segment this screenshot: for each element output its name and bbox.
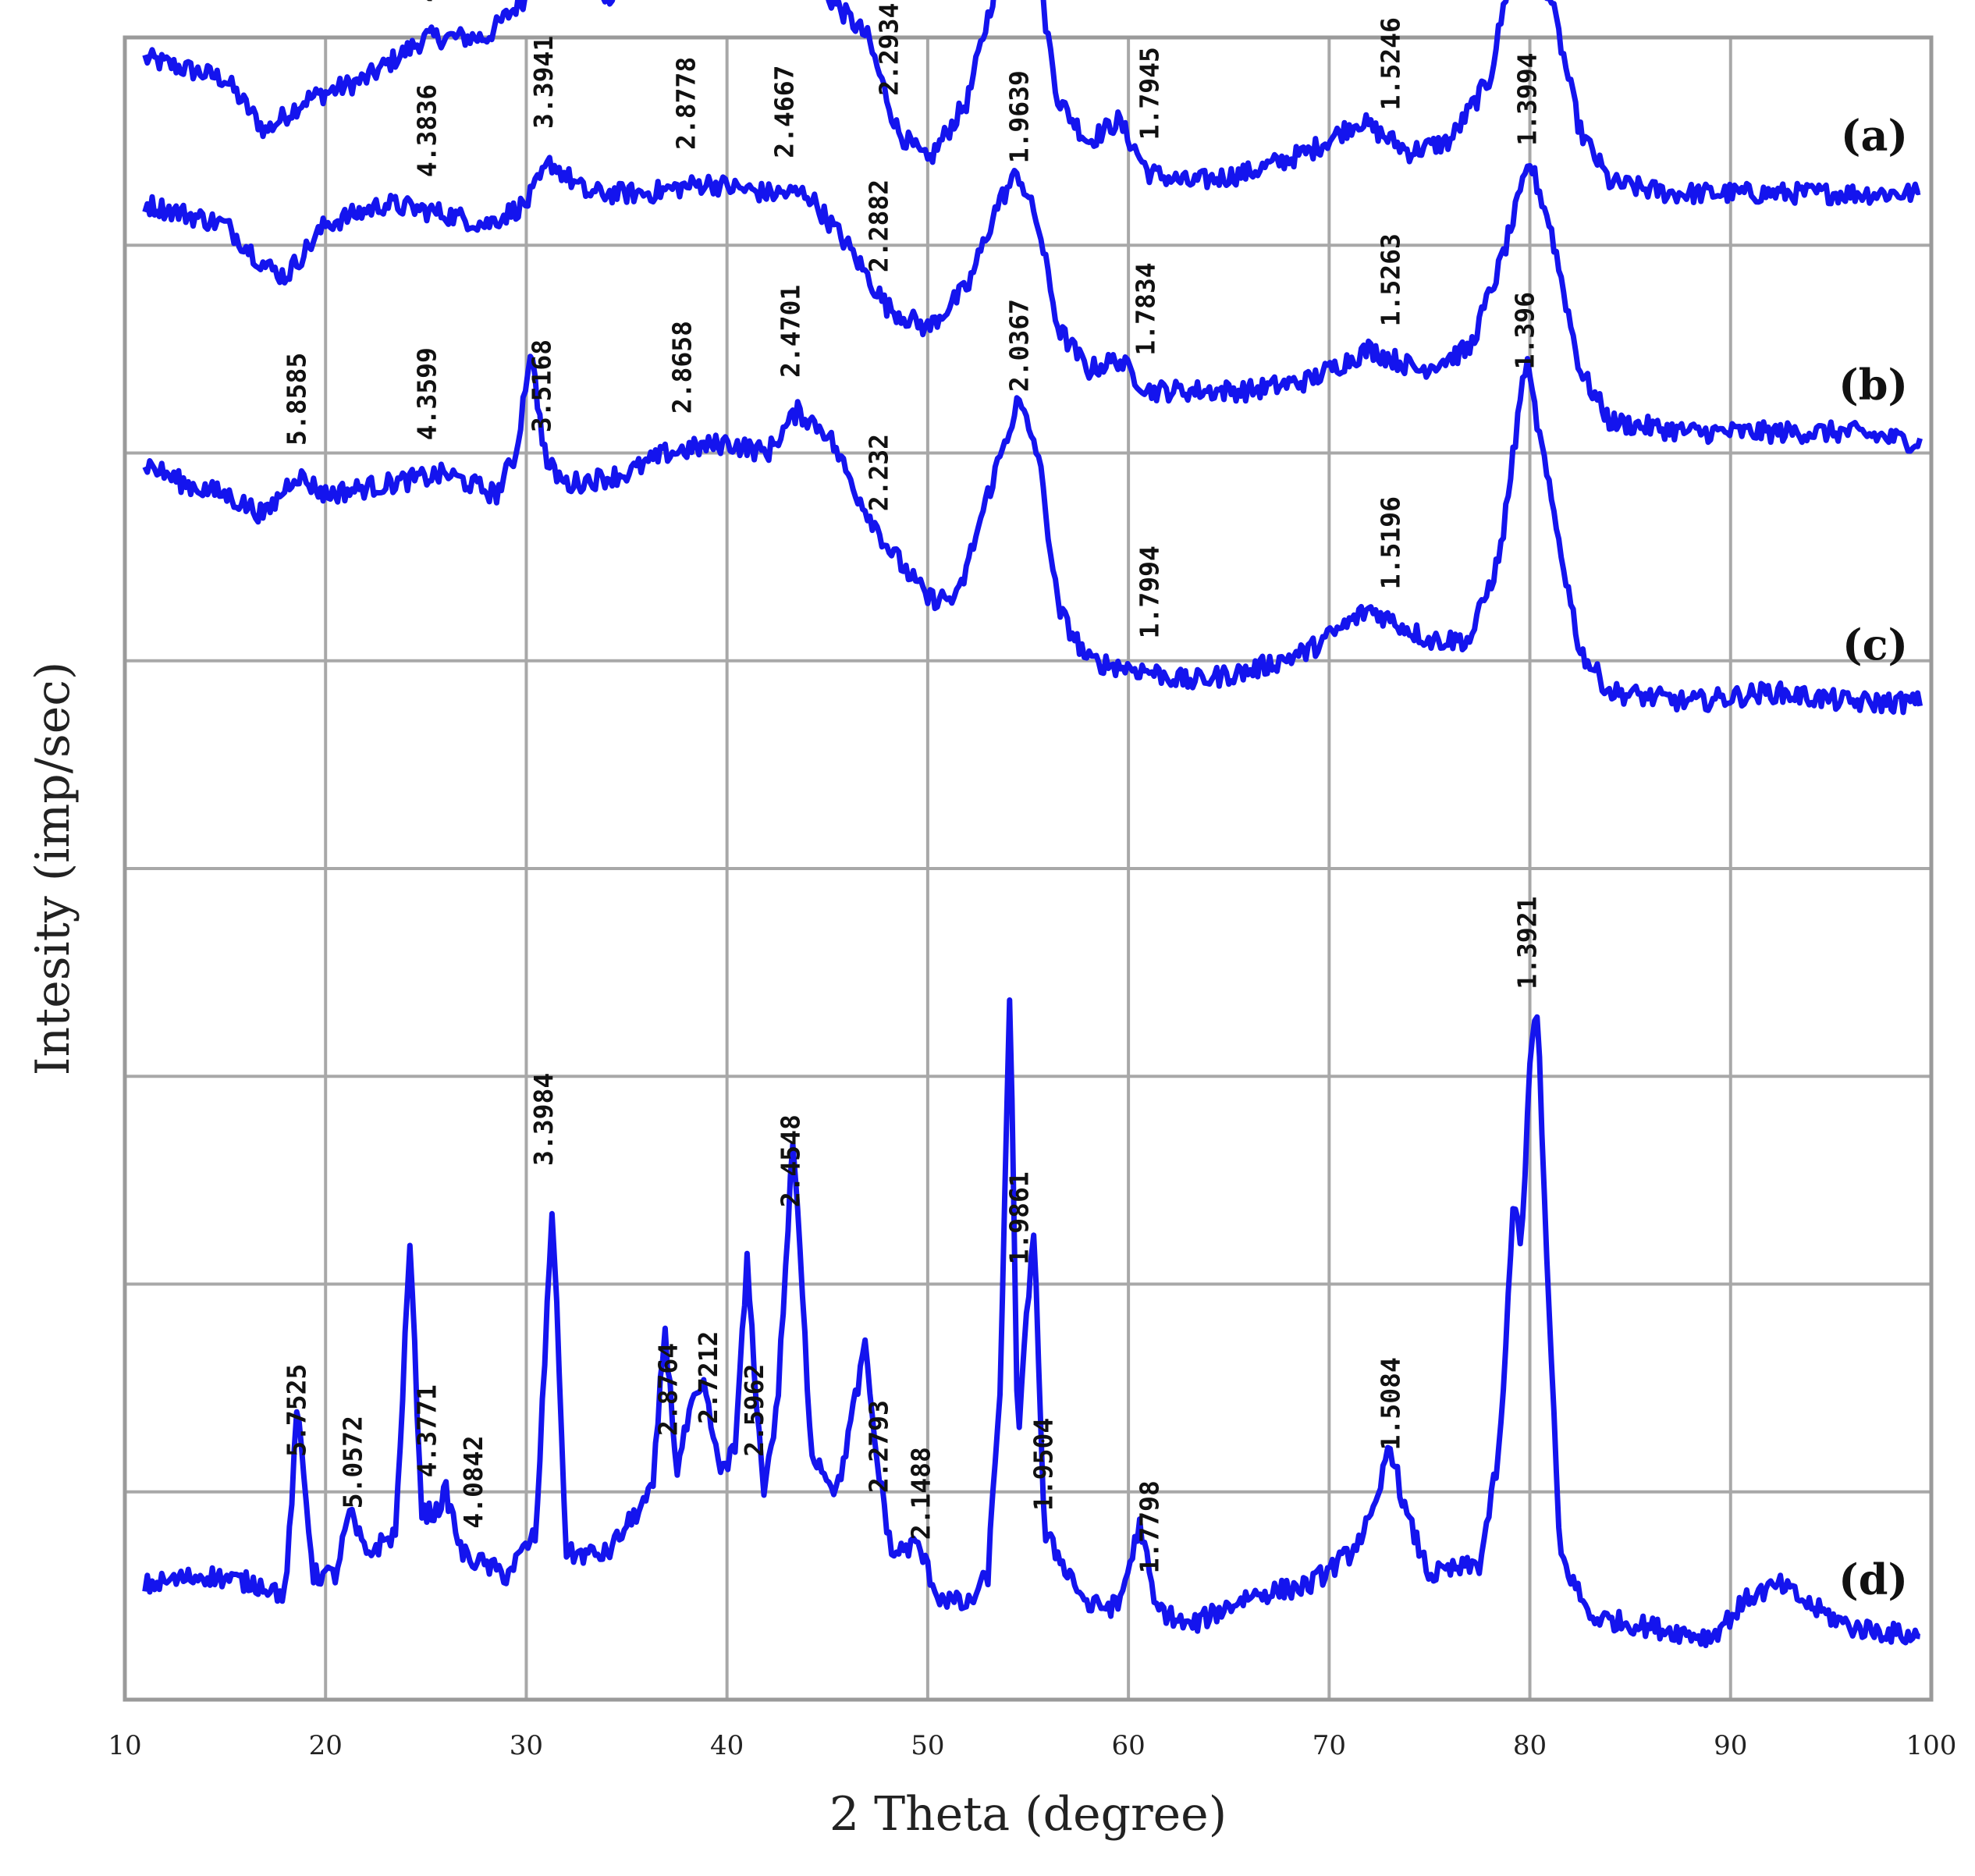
- x-tick-label: 100: [1906, 1730, 1957, 1761]
- peak-label: 5.8585: [282, 353, 312, 446]
- x-tick-label: 90: [1714, 1730, 1747, 1761]
- peak-label: 4.3836: [412, 84, 442, 177]
- peak-label: 3.3984: [528, 1073, 559, 1166]
- peak-label: 2.2793: [863, 1400, 893, 1493]
- peak-label: 5.7525: [282, 1364, 312, 1457]
- x-tick-label: 30: [510, 1730, 543, 1761]
- peak-label: 2.0367: [1004, 299, 1035, 392]
- peak-label: 2.4548: [775, 1114, 805, 1207]
- peak-label: 5.0572: [338, 1416, 368, 1508]
- peak-label: 2.1488: [906, 1447, 936, 1540]
- peak-label: 1.5246: [1375, 17, 1405, 110]
- series-line-4: [142, 997, 1921, 1649]
- peak-label: 1.5196: [1375, 496, 1405, 589]
- peak-label: 1.7994: [1135, 545, 1165, 638]
- peak-label: 1.5263: [1375, 233, 1405, 326]
- peak-label: 2.8778: [671, 57, 702, 150]
- plot-frame: [123, 35, 1934, 1702]
- peak-label: 2.2882: [863, 179, 893, 272]
- x-tick-label: 80: [1513, 1730, 1547, 1761]
- peak-labels: 4.37563.39842.87202.47192.29341.96281.79…: [282, 0, 1543, 1573]
- y-axis-title: Intesity (imp/sec): [26, 662, 80, 1075]
- peak-label: 1.396: [1510, 292, 1540, 369]
- x-tick-label: 60: [1111, 1730, 1145, 1761]
- x-tick-label: 20: [309, 1730, 343, 1761]
- series-group: [142, 0, 1923, 1649]
- x-tick-label: 50: [911, 1730, 944, 1761]
- x-tick-label: 40: [710, 1730, 744, 1761]
- series-line-1: [142, 0, 1921, 207]
- series-tag: (a): [1841, 111, 1908, 161]
- series-tag: (b): [1838, 360, 1908, 410]
- peak-label: 1.7798: [1135, 1480, 1165, 1573]
- peak-label: 1.3994: [1511, 52, 1542, 145]
- peak-label: 2.8658: [666, 321, 697, 414]
- grid-lines: [125, 37, 1931, 1700]
- peak-label: 1.9504: [1028, 1418, 1058, 1511]
- peak-label: 4.3599: [412, 347, 442, 440]
- peak-label: 2.8764: [652, 1343, 683, 1436]
- x-tick-label: 70: [1313, 1730, 1346, 1761]
- peak-label: 3.3941: [528, 36, 559, 129]
- peak-label: 2.2934: [873, 3, 904, 96]
- peak-label: 1.3921: [1511, 896, 1542, 989]
- peak-label: 4.3756: [412, 0, 442, 2]
- peak-label: 2.5962: [739, 1364, 769, 1457]
- peak-label: 2.7212: [693, 1331, 723, 1424]
- peak-label: 1.7834: [1131, 262, 1161, 355]
- peak-label: 3.5168: [526, 339, 556, 432]
- peak-label: 1.9861: [1004, 1171, 1035, 1264]
- series-line-3: [142, 354, 1923, 716]
- peak-label: 1.7945: [1135, 47, 1165, 140]
- x-axis-ticks: 10 20 30 40 50 60 70 80 90 100: [108, 1730, 1956, 1761]
- peak-label: 2.4667: [769, 65, 800, 158]
- peak-label: 2.4701: [775, 285, 805, 378]
- peak-label: 2.232: [863, 434, 893, 511]
- peak-label: 1.9639: [1004, 70, 1035, 163]
- peak-label: 4.0842: [458, 1435, 488, 1528]
- x-axis-title: 2 Theta (degree): [829, 1787, 1227, 1842]
- peak-label: 4.3771: [412, 1384, 442, 1477]
- series-tag: (d): [1838, 1554, 1908, 1604]
- series-tags: (a) (b) (c) (d): [1838, 111, 1908, 1604]
- x-tick-label: 10: [108, 1730, 141, 1761]
- peak-label: 1.5084: [1375, 1357, 1405, 1450]
- series-line-2: [142, 155, 1923, 454]
- series-tag: (c): [1842, 620, 1908, 670]
